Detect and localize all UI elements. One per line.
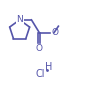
Text: Cl: Cl (36, 69, 45, 79)
Text: N: N (16, 15, 23, 24)
Text: O: O (52, 28, 59, 37)
Text: H: H (45, 62, 53, 72)
Text: O: O (36, 44, 43, 53)
